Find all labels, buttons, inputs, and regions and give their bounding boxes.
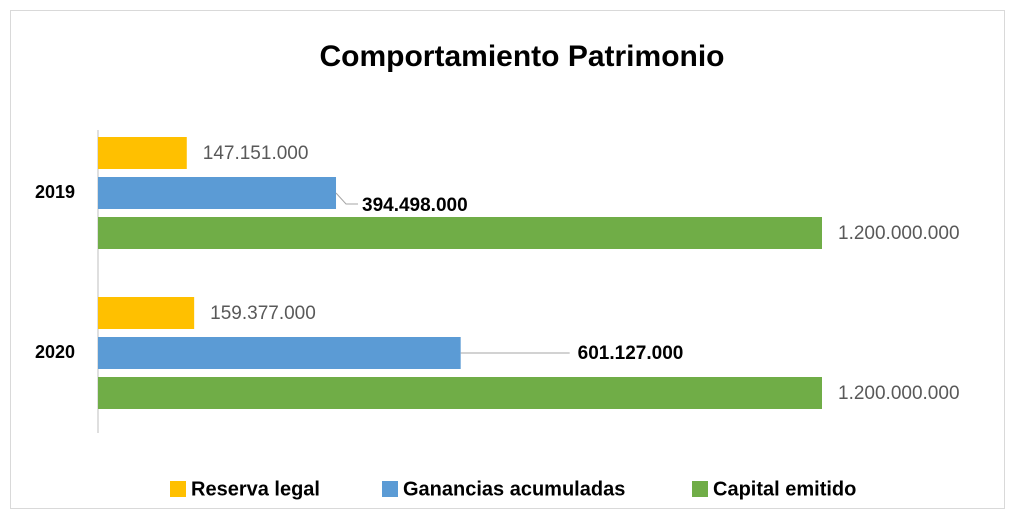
- legend-swatch: [382, 481, 398, 497]
- data-label: 159.377.000: [210, 303, 316, 324]
- chart-title: Comportamiento Patrimonio: [319, 40, 724, 73]
- y-tick-label: 2020: [35, 342, 75, 362]
- leader-line: [335, 192, 359, 205]
- data-label: 1.200.000.000: [838, 223, 960, 244]
- legend-swatch: [170, 481, 186, 497]
- data-label: 1.200.000.000: [838, 383, 960, 404]
- y-tick-label: 2019: [35, 182, 75, 202]
- legend-label: Capital emitido: [713, 478, 856, 500]
- data-label: 147.151.000: [203, 143, 309, 164]
- legend-label: Reserva legal: [191, 478, 320, 500]
- bar: [98, 217, 822, 249]
- chart-border: [10, 10, 1005, 509]
- legend-label: Ganancias acumuladas: [403, 478, 625, 500]
- data-label: 601.127.000: [578, 343, 684, 364]
- legend-swatch: [692, 481, 708, 497]
- data-label: 394.498.000: [362, 195, 468, 216]
- bar: [98, 377, 822, 409]
- bar: [98, 337, 461, 369]
- bar: [98, 137, 187, 169]
- bar: [98, 297, 195, 329]
- bar: [98, 177, 337, 209]
